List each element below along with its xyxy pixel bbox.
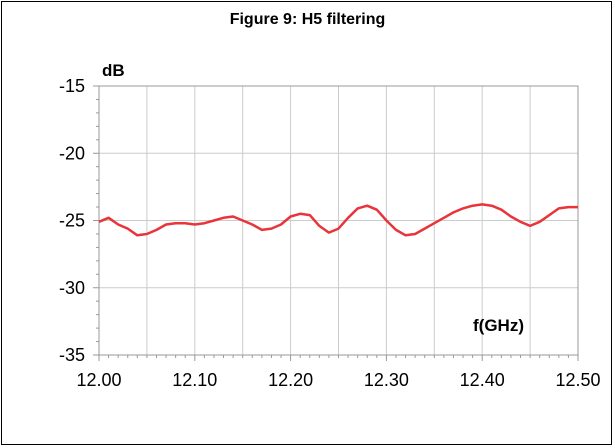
x-tick-label: 12.10 (172, 370, 217, 390)
y-tick-label: -15 (59, 76, 85, 96)
x-tick-label: 12.20 (268, 370, 313, 390)
grid (99, 86, 578, 355)
y-tick-label: -35 (59, 345, 85, 365)
x-tick-label: 12.00 (76, 370, 121, 390)
chart-title: Figure 9: H5 filtering (229, 11, 386, 28)
x-axis-label: f(GHz) (473, 316, 524, 335)
minor-ticks (93, 85, 579, 361)
series-line (98, 203, 578, 237)
y-tick-label: -20 (59, 143, 85, 163)
y-tick-label: -25 (59, 211, 85, 231)
series-group (98, 203, 578, 237)
y-axis-label: dB (102, 61, 125, 80)
x-tick-label: 12.40 (460, 370, 505, 390)
x-tick-label: 12.50 (555, 370, 600, 390)
y-tick-labels: -15 -20 -25 -30 -35 (59, 76, 85, 365)
y-tick-label: -30 (59, 278, 85, 298)
x-tick-labels: 12.00 12.10 12.20 12.30 12.40 12.50 (76, 370, 600, 390)
x-tick-label: 12.30 (364, 370, 409, 390)
